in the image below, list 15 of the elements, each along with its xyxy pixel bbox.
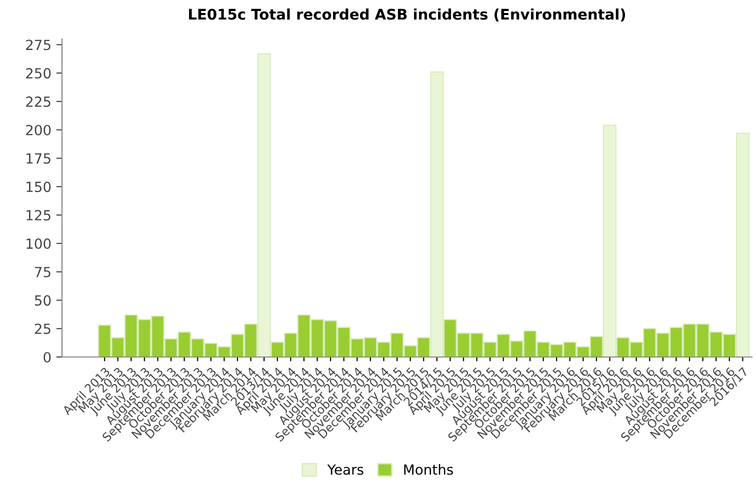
y-tick-label: 50 <box>34 295 51 306</box>
y-tick-label: 250 <box>26 68 51 79</box>
y-tick-label: 275 <box>26 40 50 50</box>
legend-label: Years <box>327 464 364 475</box>
y-tick-label: 0 <box>44 352 51 362</box>
y-tick-label: 225 <box>26 96 50 107</box>
y-tick-label: 200 <box>26 124 51 136</box>
y-tick-label: 175 <box>26 153 50 164</box>
y-tick-label: 100 <box>26 238 51 249</box>
legend-label: Months <box>404 464 453 475</box>
y-tick-label: 25 <box>34 324 50 334</box>
y-tick-label: 125 <box>26 210 50 221</box>
y-tick-label: 150 <box>26 182 51 192</box>
y-tick-label: 75 <box>35 266 50 278</box>
chart-title: LE015c Total recorded ASB incidents (Environmental) <box>189 8 626 22</box>
